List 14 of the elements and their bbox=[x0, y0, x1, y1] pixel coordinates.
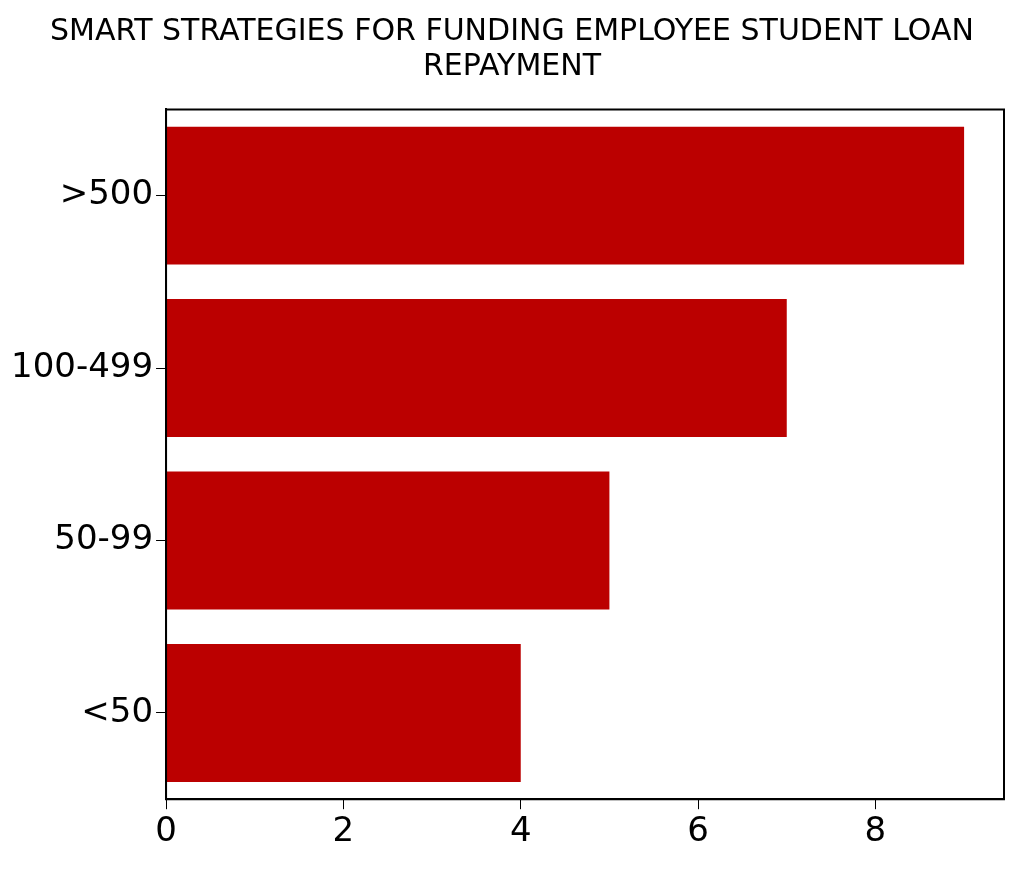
y-tick-label: 100-499 bbox=[11, 344, 154, 385]
bar bbox=[166, 471, 610, 610]
x-tick-label: 8 bbox=[864, 809, 887, 850]
y-tick-label: <50 bbox=[81, 689, 154, 730]
x-tick-label: 0 bbox=[155, 809, 177, 850]
bar bbox=[166, 299, 787, 438]
x-tick-label: 2 bbox=[332, 809, 355, 850]
y-tick-label: 50-99 bbox=[54, 517, 154, 558]
y-tick-label: >500 bbox=[59, 172, 154, 213]
bar bbox=[166, 644, 521, 782]
x-tick-label: 4 bbox=[509, 809, 532, 850]
bar bbox=[166, 126, 965, 265]
x-tick-label: 6 bbox=[687, 809, 709, 850]
chart-title: SMART STRATEGIES FOR FUNDING EMPLOYEE STUDENT LOAN REPAYMENT bbox=[49, 11, 975, 84]
